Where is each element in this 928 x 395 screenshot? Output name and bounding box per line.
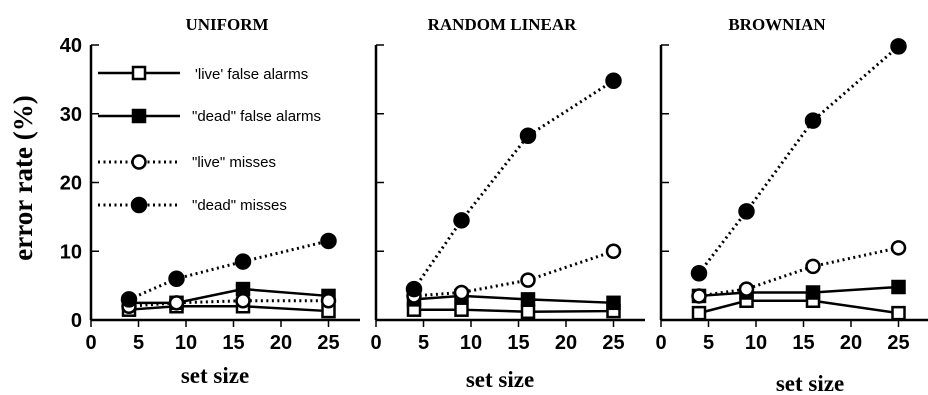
data-point-live-miss [890,240,907,256]
x-tick-label: 0 [85,332,96,354]
data-point-live-miss [805,258,821,275]
series-line-live-fa [698,299,899,315]
series-line-live-fa [128,305,329,313]
x-axis-label-uniform: set size [181,363,249,388]
x-tick-label: 5 [133,332,144,354]
data-point-dead-miss [320,232,337,250]
x-axis-label-random-linear: set size [466,367,534,392]
data-point-dead-miss [453,212,470,229]
panel-brownian: BROWNIAN set size 0 5 10 15 20 25 [655,15,928,395]
series-line-dead-fa [413,294,614,305]
data-point-dead-miss [605,72,622,89]
data-point-dead-fa [520,292,536,307]
panel-uniform: UNIFORM set size 0 10 20 30 40 0 5 10 15 20 25 [60,15,360,388]
data-point-live-fa [454,302,469,317]
data-point-dead-fa [805,285,821,300]
legend-entry-dead-misses: "dead" misses [98,196,287,214]
x-tick-label: 25 [317,332,339,354]
y-tick-label: 40 [60,35,82,57]
series-line-dead-fa [698,285,899,298]
data-point-live-miss [168,295,185,311]
data-point-dead-miss [519,127,537,144]
x-tick-label: 15 [507,332,529,354]
data-point-dead-miss [738,203,755,220]
x-tick-label: 15 [792,332,814,354]
x-tick-label: 20 [840,332,862,354]
plot-area-uniform: 0 10 20 30 40 0 5 10 15 20 25 [60,35,360,354]
data-point-dead-fa [606,295,621,311]
data-point-live-miss [520,272,536,288]
data-point-live-miss [320,293,337,309]
plot-area-random-linear: 0 5 10 15 20 25 [370,44,645,354]
x-tick-label: 0 [655,332,666,354]
legend-label-dead-false-alarms: "dead" false alarms [192,108,321,125]
legend-marker [131,65,147,81]
data-point-live-fa [691,305,707,321]
y-tick-label: 20 [60,173,82,195]
y-axis-label: error rate (%) [8,95,38,260]
data-point-dead-miss [890,38,907,55]
series-line-dead-fa [129,287,329,305]
x-tick-label: 20 [555,332,577,354]
x-tick-label: 10 [175,332,197,354]
panel-title-brownian: BROWNIAN [728,15,826,34]
legend-marker [130,196,148,214]
data-point-dead-miss [690,265,708,282]
x-axis-label-brownian: set size [776,371,844,395]
data-point-live-fa [891,305,906,321]
panel-random-linear: RANDOM LINEAR set size 0 5 10 15 20 25 [370,15,645,392]
legend-marker [131,108,147,124]
data-point-live-fa [520,304,536,319]
data-point-live-miss [453,284,470,301]
series-line-dead-miss [128,239,329,301]
data-point-dead-miss [405,280,423,298]
x-tick-label: 0 [370,332,381,354]
series-line-dead-miss [697,45,900,275]
panel-title-random-linear: RANDOM LINEAR [428,15,577,34]
x-tick-label: 25 [887,332,909,354]
series-line-live-fa [414,308,614,314]
data-point-live-miss [235,293,251,309]
legend-entry-dead-false-alarms: "dead" false alarms [98,108,321,125]
x-tick-label: 5 [418,332,429,354]
legend-entry-live-false-alarms: 'live' false alarms [98,65,308,83]
y-tick-label: 30 [60,104,82,126]
x-tick-label: 15 [222,332,244,354]
x-tick-label: 10 [745,332,767,354]
x-tick-label: 25 [602,332,624,354]
legend-label-dead-misses: "dead" misses [192,197,287,214]
data-point-live-miss [691,288,707,304]
data-point-dead-fa [891,279,906,295]
y-tick-label: 0 [71,310,82,332]
data-point-live-miss [738,281,755,297]
legend: 'live' false alarms "dead" false alarms … [98,65,321,214]
legend-label-live-false-alarms: 'live' false alarms [195,66,308,83]
series-line-live-miss [698,246,899,298]
legend-entry-live-misses: "live" misses [98,154,276,171]
y-tick-label: 10 [60,241,82,263]
x-tick-label: 20 [270,332,292,354]
series-line-dead-miss [412,79,615,290]
legend-label-live-misses: "live" misses [192,154,276,171]
legend-marker [131,154,147,170]
x-tick-label: 10 [460,332,482,354]
x-tick-label: 5 [703,332,714,354]
data-point-dead-miss [804,112,822,129]
panel-title-uniform: UNIFORM [185,15,268,34]
data-point-dead-miss [120,291,138,308]
series-line-live-miss [128,299,329,308]
data-point-dead-miss [234,253,252,270]
series-line-live-miss [413,249,614,298]
data-point-dead-miss [168,270,185,287]
data-point-live-miss [605,243,622,259]
plot-area-brownian: 0 5 10 15 20 25 [655,38,928,354]
